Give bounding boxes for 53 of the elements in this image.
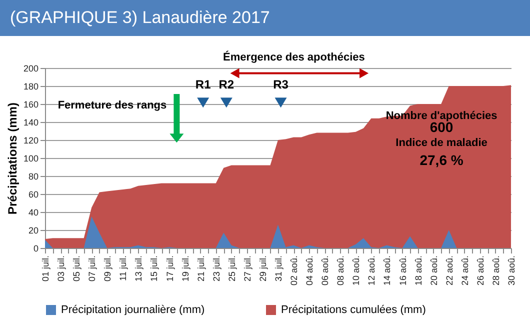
y-tick-label: 160 [23,100,38,110]
x-tick-label: 11 juil. [118,256,128,281]
x-tick-label: 17 juil. [164,256,175,282]
legend-label: Précipitations cumulées (mm) [281,304,426,316]
y-tick-label: 180 [23,82,38,92]
y-tick-label: 80 [28,172,38,182]
chart-title: (GRAPHIQUE 3) Lanaudière 2017 [0,0,530,36]
x-tick-label: 02 aoû. [289,256,300,286]
x-tick-label: 27 juil. [242,256,252,282]
y-tick-label: 120 [23,136,38,146]
x-tick-label: 10 aoû. [351,256,362,286]
x-tick-label: 04 aoû. [304,256,315,286]
y-tick-label: 200 [23,64,38,74]
x-tick-label: 15 juil. [149,256,160,282]
annotation: Fermeture des rangs [58,99,167,112]
legend-label: Précipitation journalière (mm) [61,304,205,316]
x-tick-label: 03 juil. [56,256,66,282]
y-tick-label: 60 [28,190,38,200]
x-tick-label: 05 juil. [72,256,82,282]
annotation: 27,6 % [420,152,464,168]
annotation: R3 [273,78,289,92]
y-tick-label: 20 [28,226,38,236]
x-tick-label: 08 aoû. [336,256,346,286]
x-tick-label: 13 juil. [134,256,144,282]
x-tick-label: 29 juil. [258,256,268,282]
x-tick-label: 20 aoû. [428,256,439,286]
x-tick-label: 01 juil. [40,256,50,282]
annotation: Indice de maladie [396,137,488,150]
x-tick-label: 14 aoû. [382,256,392,286]
x-tick-label: 31 juil. [274,256,284,282]
y-axis-title: Précipitations (mm) [5,102,20,215]
x-tick-label: 22 aoû. [444,256,454,286]
x-tick-label: 25 juil. [226,256,237,282]
x-tick-label: 12 aoû. [366,256,377,286]
text: Émergence des apothécies [223,50,365,64]
y-tick-label: 40 [28,208,38,218]
x-tick-label: 09 juil. [102,256,113,282]
x-tick-label: 16 aoû. [398,256,408,286]
y-tick-label: 0 [33,244,38,254]
x-tick-label: 07 juil. [87,256,98,282]
x-tick-label: 21 juil. [196,256,206,282]
x-tick-label: 24 aoû. [460,256,470,286]
y-tick-label: 140 [23,118,38,128]
x-tick-label: 19 juil. [180,256,190,282]
annotation: R2 [218,78,234,92]
x-tick-label: 18 aoû. [413,256,424,286]
x-tick-label: 23 juil. [211,256,222,282]
x-tick-label: 06 aoû. [320,256,330,286]
annotation: R1 [195,78,212,92]
x-tick-label: 30 aoû. [506,256,516,286]
x-tick-label: 26 aoû. [475,256,486,286]
y-tick-label: 100 [23,154,38,164]
x-tick-label: 28 aoû. [490,256,501,286]
